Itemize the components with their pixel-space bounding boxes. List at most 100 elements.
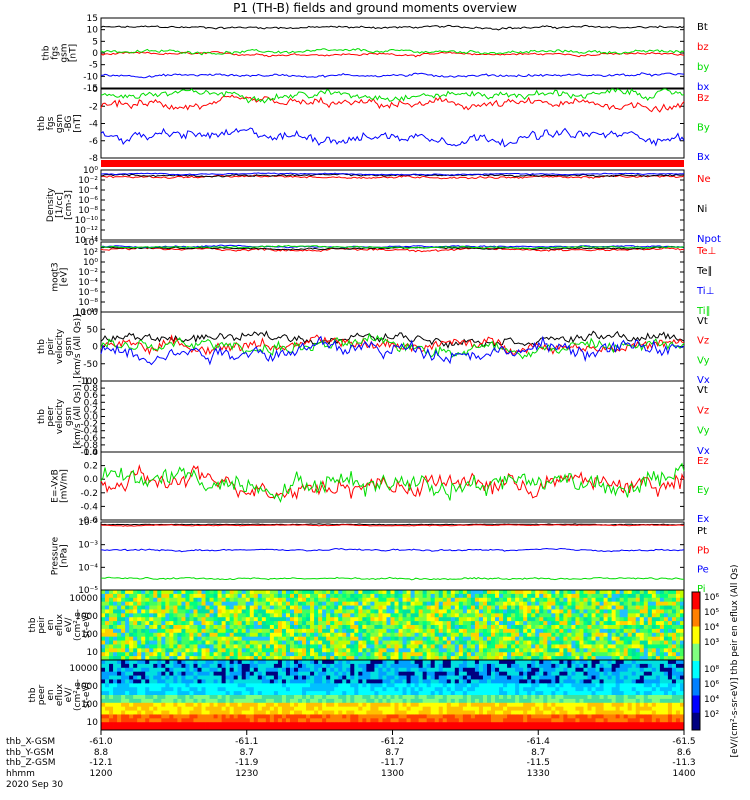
heatmap-cell xyxy=(511,710,516,715)
heatmap-cell xyxy=(358,710,363,715)
heatmap-cell xyxy=(679,617,685,622)
heatmap-cell xyxy=(245,687,251,692)
heatmap-cell xyxy=(531,648,536,653)
heatmap-cell xyxy=(141,593,146,599)
series-density-Ne xyxy=(100,174,685,180)
heatmap-cell xyxy=(201,679,206,684)
heatmap-cell xyxy=(334,652,339,657)
heatmap-cell xyxy=(635,632,641,638)
heatmap-cell xyxy=(450,695,456,700)
heatmap-cell xyxy=(229,617,235,622)
heatmap-cell xyxy=(659,590,665,595)
heatmap-cell xyxy=(273,656,279,661)
heatmap-cell xyxy=(318,714,323,719)
heatmap-cell xyxy=(647,648,653,653)
heatmap-cell xyxy=(507,601,512,606)
heatmap-cell xyxy=(382,691,387,696)
heatmap-cell xyxy=(334,613,339,618)
heatmap-cell xyxy=(346,652,351,657)
heatmap-cell xyxy=(426,687,432,692)
heatmap-cell xyxy=(197,597,202,603)
heatmap-cell xyxy=(495,652,500,657)
heatmap-cell xyxy=(422,667,428,673)
heatmap-cell xyxy=(201,648,206,653)
heatmap-cell xyxy=(265,632,271,638)
ytick-label-peir_spectrogram: 1000 xyxy=(75,612,98,622)
heatmap-cell xyxy=(205,617,210,622)
heatmap-cell xyxy=(482,714,488,719)
heatmap-cell xyxy=(563,640,568,645)
heatmap-cell xyxy=(113,695,118,700)
heatmap-cell xyxy=(101,679,106,684)
heatmap-cell xyxy=(217,628,223,634)
heatmap-cell xyxy=(153,652,158,657)
heatmap-cell xyxy=(551,706,556,711)
heatmap-cell xyxy=(181,702,186,708)
heatmap-cell xyxy=(543,722,548,727)
heatmap-cell xyxy=(466,714,472,719)
heatmap-cell xyxy=(450,656,456,661)
heatmap-cell xyxy=(298,710,303,715)
heatmap-cell xyxy=(169,714,174,719)
heatmap-cell xyxy=(318,726,323,731)
heatmap-cell xyxy=(318,628,323,634)
heatmap-cell xyxy=(326,660,331,665)
heatmap-cell xyxy=(659,636,665,641)
heatmap-cell xyxy=(129,710,134,715)
heatmap-cell xyxy=(293,671,299,676)
heatmap-cell xyxy=(503,652,508,657)
heatmap-cell xyxy=(583,617,588,622)
heatmap-cell xyxy=(394,605,399,610)
heatmap-cell xyxy=(486,726,492,731)
heatmap-cell xyxy=(659,628,665,634)
heatmap-cell xyxy=(330,625,335,630)
heatmap-cell xyxy=(462,675,468,680)
heatmap-cell xyxy=(495,691,500,696)
heatmap-cell xyxy=(338,613,343,618)
heatmap-cell xyxy=(298,636,303,641)
heatmap-cell xyxy=(169,648,174,653)
heatmap-cell xyxy=(273,687,279,692)
heatmap-cell xyxy=(233,625,239,630)
heatmap-cell xyxy=(281,687,287,692)
heatmap-cell xyxy=(390,718,395,723)
heatmap-cell xyxy=(137,590,142,595)
heatmap-cell xyxy=(145,656,150,661)
heatmap-cell xyxy=(539,656,544,661)
heatmap-cell xyxy=(334,593,339,599)
heatmap-cell xyxy=(446,683,452,688)
heatmap-cell xyxy=(366,706,371,711)
heatmap-cell xyxy=(285,722,291,727)
heatmap-cell xyxy=(173,656,178,661)
legend-peir_velocity-Vz: Vz xyxy=(697,336,709,347)
heatmap-cell xyxy=(350,621,355,626)
heatmap-cell xyxy=(273,605,279,610)
heatmap-cell xyxy=(302,675,307,680)
heatmap-cell xyxy=(635,636,641,641)
heatmap-cell xyxy=(482,621,488,626)
heatmap-cell xyxy=(486,691,492,696)
heatmap-cell xyxy=(177,613,182,618)
heatmap-cell xyxy=(117,698,122,704)
heatmap-cell xyxy=(555,593,560,599)
heatmap-cell xyxy=(101,590,106,595)
heatmap-cell xyxy=(161,625,166,630)
heatmap-cell xyxy=(663,636,669,641)
heatmap-cell xyxy=(507,675,512,680)
heatmap-cell xyxy=(422,660,428,665)
heatmap-cell xyxy=(314,702,319,708)
heatmap-cell xyxy=(273,683,279,688)
heatmap-cell xyxy=(189,605,194,610)
heatmap-cell xyxy=(390,660,395,665)
heatmap-cell xyxy=(185,679,190,684)
heatmap-cell xyxy=(547,601,552,606)
heatmap-cell xyxy=(310,663,315,669)
heatmap-cell xyxy=(523,593,528,599)
heatmap-cell xyxy=(310,617,315,622)
heatmap-cell xyxy=(366,667,371,673)
heatmap-cell xyxy=(531,640,536,645)
heatmap-cell xyxy=(382,613,387,618)
heatmap-cell xyxy=(173,605,178,610)
heatmap-cell xyxy=(450,644,456,649)
